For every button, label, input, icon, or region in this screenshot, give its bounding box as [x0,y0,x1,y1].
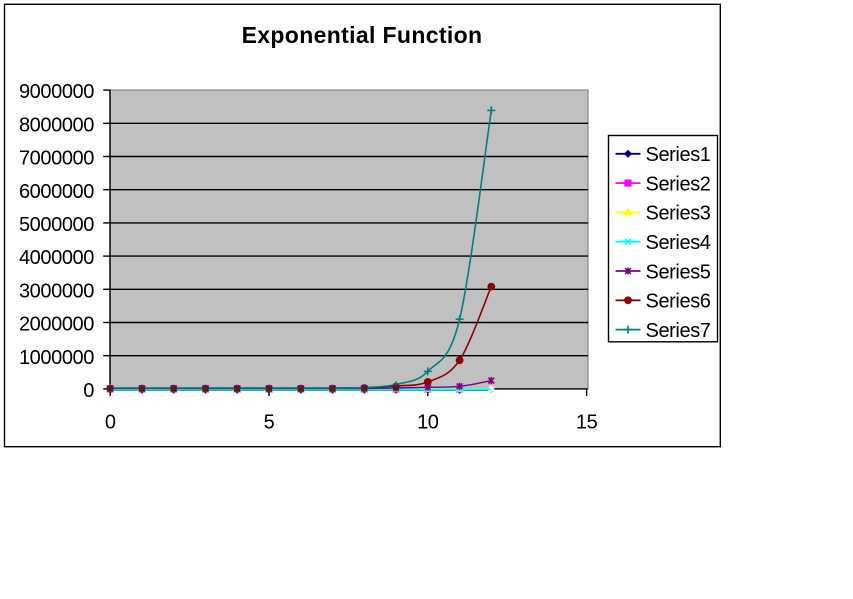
svg-text:Series3: Series3 [646,203,711,225]
svg-text:1000000: 1000000 [19,347,94,369]
svg-text:2000000: 2000000 [19,314,94,336]
svg-text:5: 5 [264,412,275,434]
svg-text:0: 0 [105,412,116,434]
svg-text:10: 10 [417,412,439,434]
svg-text:Series2: Series2 [646,173,711,195]
svg-text:8000000: 8000000 [19,114,94,136]
svg-text:7000000: 7000000 [19,148,94,170]
svg-text:0: 0 [83,380,94,402]
svg-text:Series6: Series6 [646,291,711,313]
svg-text:6000000: 6000000 [19,181,94,203]
svg-text:9000000: 9000000 [19,81,94,103]
svg-text:5000000: 5000000 [19,214,94,236]
svg-text:Series7: Series7 [646,320,711,342]
svg-text:4000000: 4000000 [19,247,94,269]
svg-text:Series1: Series1 [646,144,711,166]
svg-text:Exponential Function: Exponential Function [242,22,483,48]
svg-text:Series4: Series4 [646,232,711,254]
svg-text:Series5: Series5 [646,261,711,283]
svg-text:15: 15 [576,412,598,434]
svg-text:3000000: 3000000 [19,280,94,302]
